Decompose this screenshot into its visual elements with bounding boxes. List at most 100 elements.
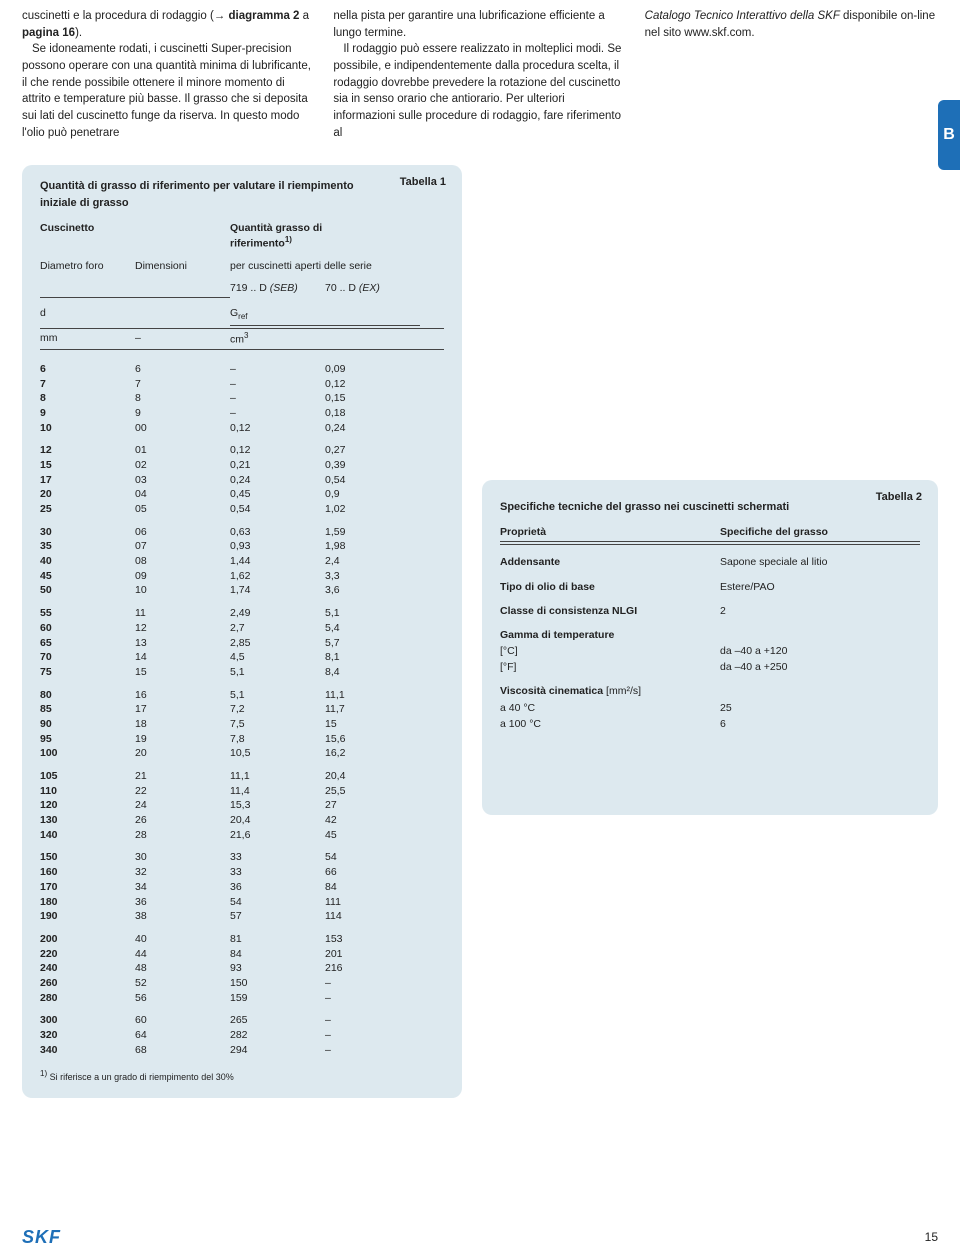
cell: 7 — [40, 377, 135, 392]
col3-p1: Catalogo Tecnico Interattivo della SKF d… — [645, 8, 938, 41]
cell: 26 — [135, 813, 230, 828]
cell: 3,6 — [325, 583, 420, 598]
text-columns: cuscinetti e la procedura di rodaggio (→… — [22, 0, 938, 141]
cell: 0,27 — [325, 443, 420, 458]
skf-logo: SKF — [22, 1225, 61, 1249]
cell: 1,74 — [230, 583, 325, 598]
u: cm3 — [230, 331, 325, 347]
cell: 44 — [135, 947, 230, 962]
cell: 110 — [40, 784, 135, 799]
cell: 80 — [40, 688, 135, 703]
col2-p2: Il rodaggio può essere realizzato in mol… — [333, 41, 626, 141]
cell: 1,62 — [230, 569, 325, 584]
cell: 20 — [135, 746, 230, 761]
cell: 265 — [230, 1013, 325, 1028]
cell: – — [325, 1043, 420, 1058]
h: Quantità grasso di riferimento1) — [230, 221, 325, 251]
table-row: 66–0,09 — [40, 362, 444, 377]
cell: 240 — [40, 961, 135, 976]
table-row: 95197,815,6 — [40, 732, 444, 747]
table1-group: 12010,120,2715020,210,3917030,240,542004… — [40, 443, 444, 516]
cell: 153 — [325, 932, 420, 947]
table2-temp: Gamma di temperature [°C]da –40 a +120 [… — [500, 628, 920, 675]
table1-group: 1503033541603233661703436841803654111190… — [40, 850, 444, 923]
cell: 0,54 — [230, 502, 325, 517]
table2-header: Proprietà Specifiche del grasso — [500, 525, 920, 539]
cell: 84 — [325, 880, 420, 895]
table1-group: 30060,631,5935070,931,9840081,442,445091… — [40, 525, 444, 598]
table-row: 1052111,120,4 — [40, 769, 444, 784]
cell: 00 — [135, 421, 230, 436]
page-number: 15 — [925, 1229, 938, 1245]
col-1: cuscinetti e la procedura di rodaggio (→… — [22, 8, 315, 141]
cell: 6 — [40, 362, 135, 377]
t: 719 .. D — [230, 282, 270, 294]
cell: 7,8 — [230, 732, 325, 747]
cell: 0,63 — [230, 525, 325, 540]
t: (SEB) — [270, 282, 298, 294]
table2-label: Tabella 2 — [876, 490, 922, 505]
cell: 15 — [135, 665, 230, 680]
cell: 1,59 — [325, 525, 420, 540]
cell: 21 — [135, 769, 230, 784]
u: – — [135, 331, 230, 347]
cell: 100 — [40, 746, 135, 761]
cell: 36 — [135, 895, 230, 910]
cell: 56 — [135, 991, 230, 1006]
cell: 0,09 — [325, 362, 420, 377]
cell: 66 — [325, 865, 420, 880]
table-row: 90187,515 — [40, 717, 444, 732]
cell: 33 — [230, 850, 325, 865]
cell: 1,44 — [230, 554, 325, 569]
cell: 12 — [135, 621, 230, 636]
h: Specifiche del grasso — [720, 525, 910, 539]
cell: 68 — [135, 1043, 230, 1058]
table1-units: mm – cm3 — [40, 331, 444, 347]
cell: 48 — [135, 961, 230, 976]
table-row: 26052150– — [40, 976, 444, 991]
cell: 1,98 — [325, 539, 420, 554]
cell: 17 — [40, 473, 135, 488]
cell: 03 — [135, 473, 230, 488]
cell: 40 — [40, 554, 135, 569]
cell: 33 — [230, 865, 325, 880]
t: a — [299, 10, 309, 22]
cell: 52 — [135, 976, 230, 991]
cell: 18 — [135, 717, 230, 732]
cell: 8,1 — [325, 650, 420, 665]
cell: 9 — [135, 406, 230, 421]
cell: 282 — [230, 1028, 325, 1043]
cell: 130 — [40, 813, 135, 828]
cell: 60 — [40, 621, 135, 636]
cell: 45 — [325, 828, 420, 843]
u: mm — [40, 331, 135, 347]
cell: 111 — [325, 895, 420, 910]
cell: 30 — [135, 850, 230, 865]
cell: 114 — [325, 909, 420, 924]
h: Dimensioni — [135, 259, 230, 273]
cell: 340 — [40, 1043, 135, 1058]
cell: 54 — [325, 850, 420, 865]
cell: 5,1 — [230, 688, 325, 703]
prop-key: Addensante — [500, 555, 720, 569]
table-row: 80165,111,1 — [40, 688, 444, 703]
cell: 17 — [135, 702, 230, 717]
cell: 4,5 — [230, 650, 325, 665]
t: cuscinetti e la procedura di rodaggio ( — [22, 10, 214, 22]
cell: 200 — [40, 932, 135, 947]
cell: 11,7 — [325, 702, 420, 717]
cell: 60 — [135, 1013, 230, 1028]
cell: 42 — [325, 813, 420, 828]
cell: 75 — [40, 665, 135, 680]
cell: 300 — [40, 1013, 135, 1028]
tables-row: Tabella 1 Quantità di grasso di riferime… — [22, 165, 938, 1097]
t: ). — [75, 27, 82, 39]
cell: 15 — [325, 717, 420, 732]
cell: 50 — [40, 583, 135, 598]
table-row: 17030,240,54 — [40, 473, 444, 488]
k: [°F] — [500, 660, 720, 674]
cell: 0,18 — [325, 406, 420, 421]
table1-label: Tabella 1 — [400, 175, 446, 190]
cell: 22 — [135, 784, 230, 799]
table-row: 2004081153 — [40, 932, 444, 947]
